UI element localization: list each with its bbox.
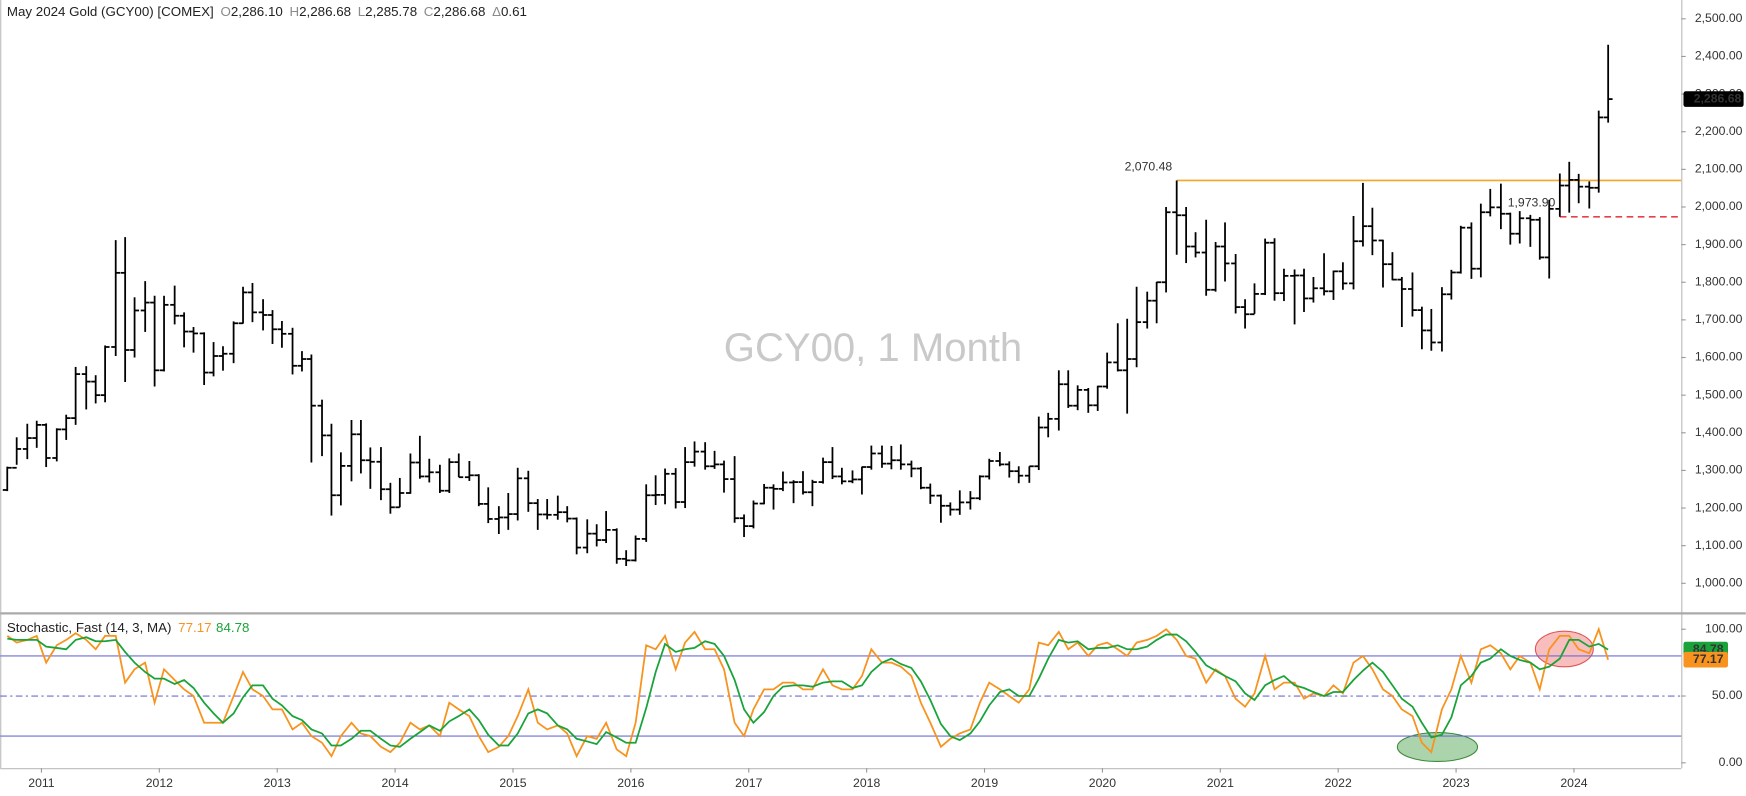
watermark: GCY00, 1 Month bbox=[724, 326, 1022, 370]
x-tick-label: 2017 bbox=[735, 776, 762, 790]
y-tick-label: 1,900.00 bbox=[1695, 237, 1743, 251]
last-value-box bbox=[1683, 651, 1729, 668]
stochastic-line bbox=[7, 633, 1609, 748]
y-tick-label: 1,400.00 bbox=[1695, 425, 1743, 439]
y-tick-label: 2,500.00 bbox=[1695, 11, 1743, 25]
quote-key: O bbox=[220, 4, 230, 19]
indicator-header: Stochastic, Fast (14, 3, MA) 77.17 84.78 bbox=[7, 619, 250, 634]
quote-key: L bbox=[358, 4, 365, 19]
quote-value: 2,286.68 bbox=[299, 4, 351, 19]
indicator-value: 84.78 bbox=[216, 619, 249, 634]
ohlc-bars bbox=[2, 44, 1613, 567]
y-tick-label: 1,700.00 bbox=[1695, 312, 1743, 326]
x-tick-label: 2011 bbox=[28, 776, 55, 790]
y-tick-label: 100.00 bbox=[1705, 621, 1743, 635]
quote-key: C bbox=[424, 4, 434, 19]
annotation-label: 2,070.48 bbox=[1125, 159, 1173, 173]
y-tick-label: 1,200.00 bbox=[1695, 500, 1743, 514]
y-tick-label: 0.00 bbox=[1719, 755, 1743, 769]
last-value-label: 77.17 bbox=[1693, 652, 1724, 666]
x-tick-label: 2018 bbox=[853, 776, 880, 790]
x-tick-label: 2013 bbox=[264, 776, 291, 790]
y-tick-label: 1,500.00 bbox=[1695, 387, 1743, 401]
x-tick-label: 2022 bbox=[1325, 776, 1352, 790]
last-price-label: 2,286.68 bbox=[1694, 91, 1742, 105]
quote-header: May 2024 Gold (GCY00) [COMEX] O2,286.10 H2… bbox=[7, 4, 527, 19]
quote-value: 2,286.68 bbox=[433, 4, 485, 19]
y-tick-label: 2,200.00 bbox=[1695, 124, 1743, 138]
y-tick-label: 50.00 bbox=[1712, 688, 1743, 702]
x-tick-label: 2016 bbox=[617, 776, 644, 790]
x-tick-label: 2012 bbox=[146, 776, 173, 790]
x-tick-label: 2024 bbox=[1560, 776, 1587, 790]
y-tick-label: 1,100.00 bbox=[1695, 538, 1743, 552]
y-tick-label: 2,100.00 bbox=[1695, 162, 1743, 176]
y-tick-label: 1,300.00 bbox=[1695, 463, 1743, 477]
x-tick-label: 2014 bbox=[381, 776, 408, 790]
indicator-value: 77.17 bbox=[178, 619, 211, 634]
y-tick-label: 1,600.00 bbox=[1695, 350, 1743, 364]
x-tick-label: 2020 bbox=[1089, 776, 1116, 790]
quote-value: 0.61 bbox=[501, 4, 527, 19]
x-tick-label: 2019 bbox=[971, 776, 998, 790]
quote-value: 2,286.10 bbox=[231, 4, 283, 19]
x-tick-label: 2023 bbox=[1442, 776, 1469, 790]
quote-key: Δ bbox=[492, 4, 501, 19]
quote-value: 2,285.78 bbox=[365, 4, 417, 19]
y-tick-label: 2,400.00 bbox=[1695, 49, 1743, 63]
highlight-ellipse bbox=[1396, 731, 1479, 763]
last-price-box bbox=[1683, 91, 1744, 107]
x-tick-label: 2021 bbox=[1207, 776, 1234, 790]
y-tick-label: 2,000.00 bbox=[1695, 199, 1743, 213]
y-tick-label: 1,800.00 bbox=[1695, 274, 1743, 288]
y-tick-label: 1,000.00 bbox=[1695, 576, 1743, 590]
x-tick-label: 2015 bbox=[499, 776, 526, 790]
symbol-title: May 2024 Gold (GCY00) [COMEX] bbox=[7, 4, 214, 19]
annotation-label: 1,973.90 bbox=[1508, 196, 1556, 210]
indicator-title: Stochastic, Fast (14, 3, MA) bbox=[7, 619, 172, 634]
quote-key: H bbox=[289, 4, 299, 19]
